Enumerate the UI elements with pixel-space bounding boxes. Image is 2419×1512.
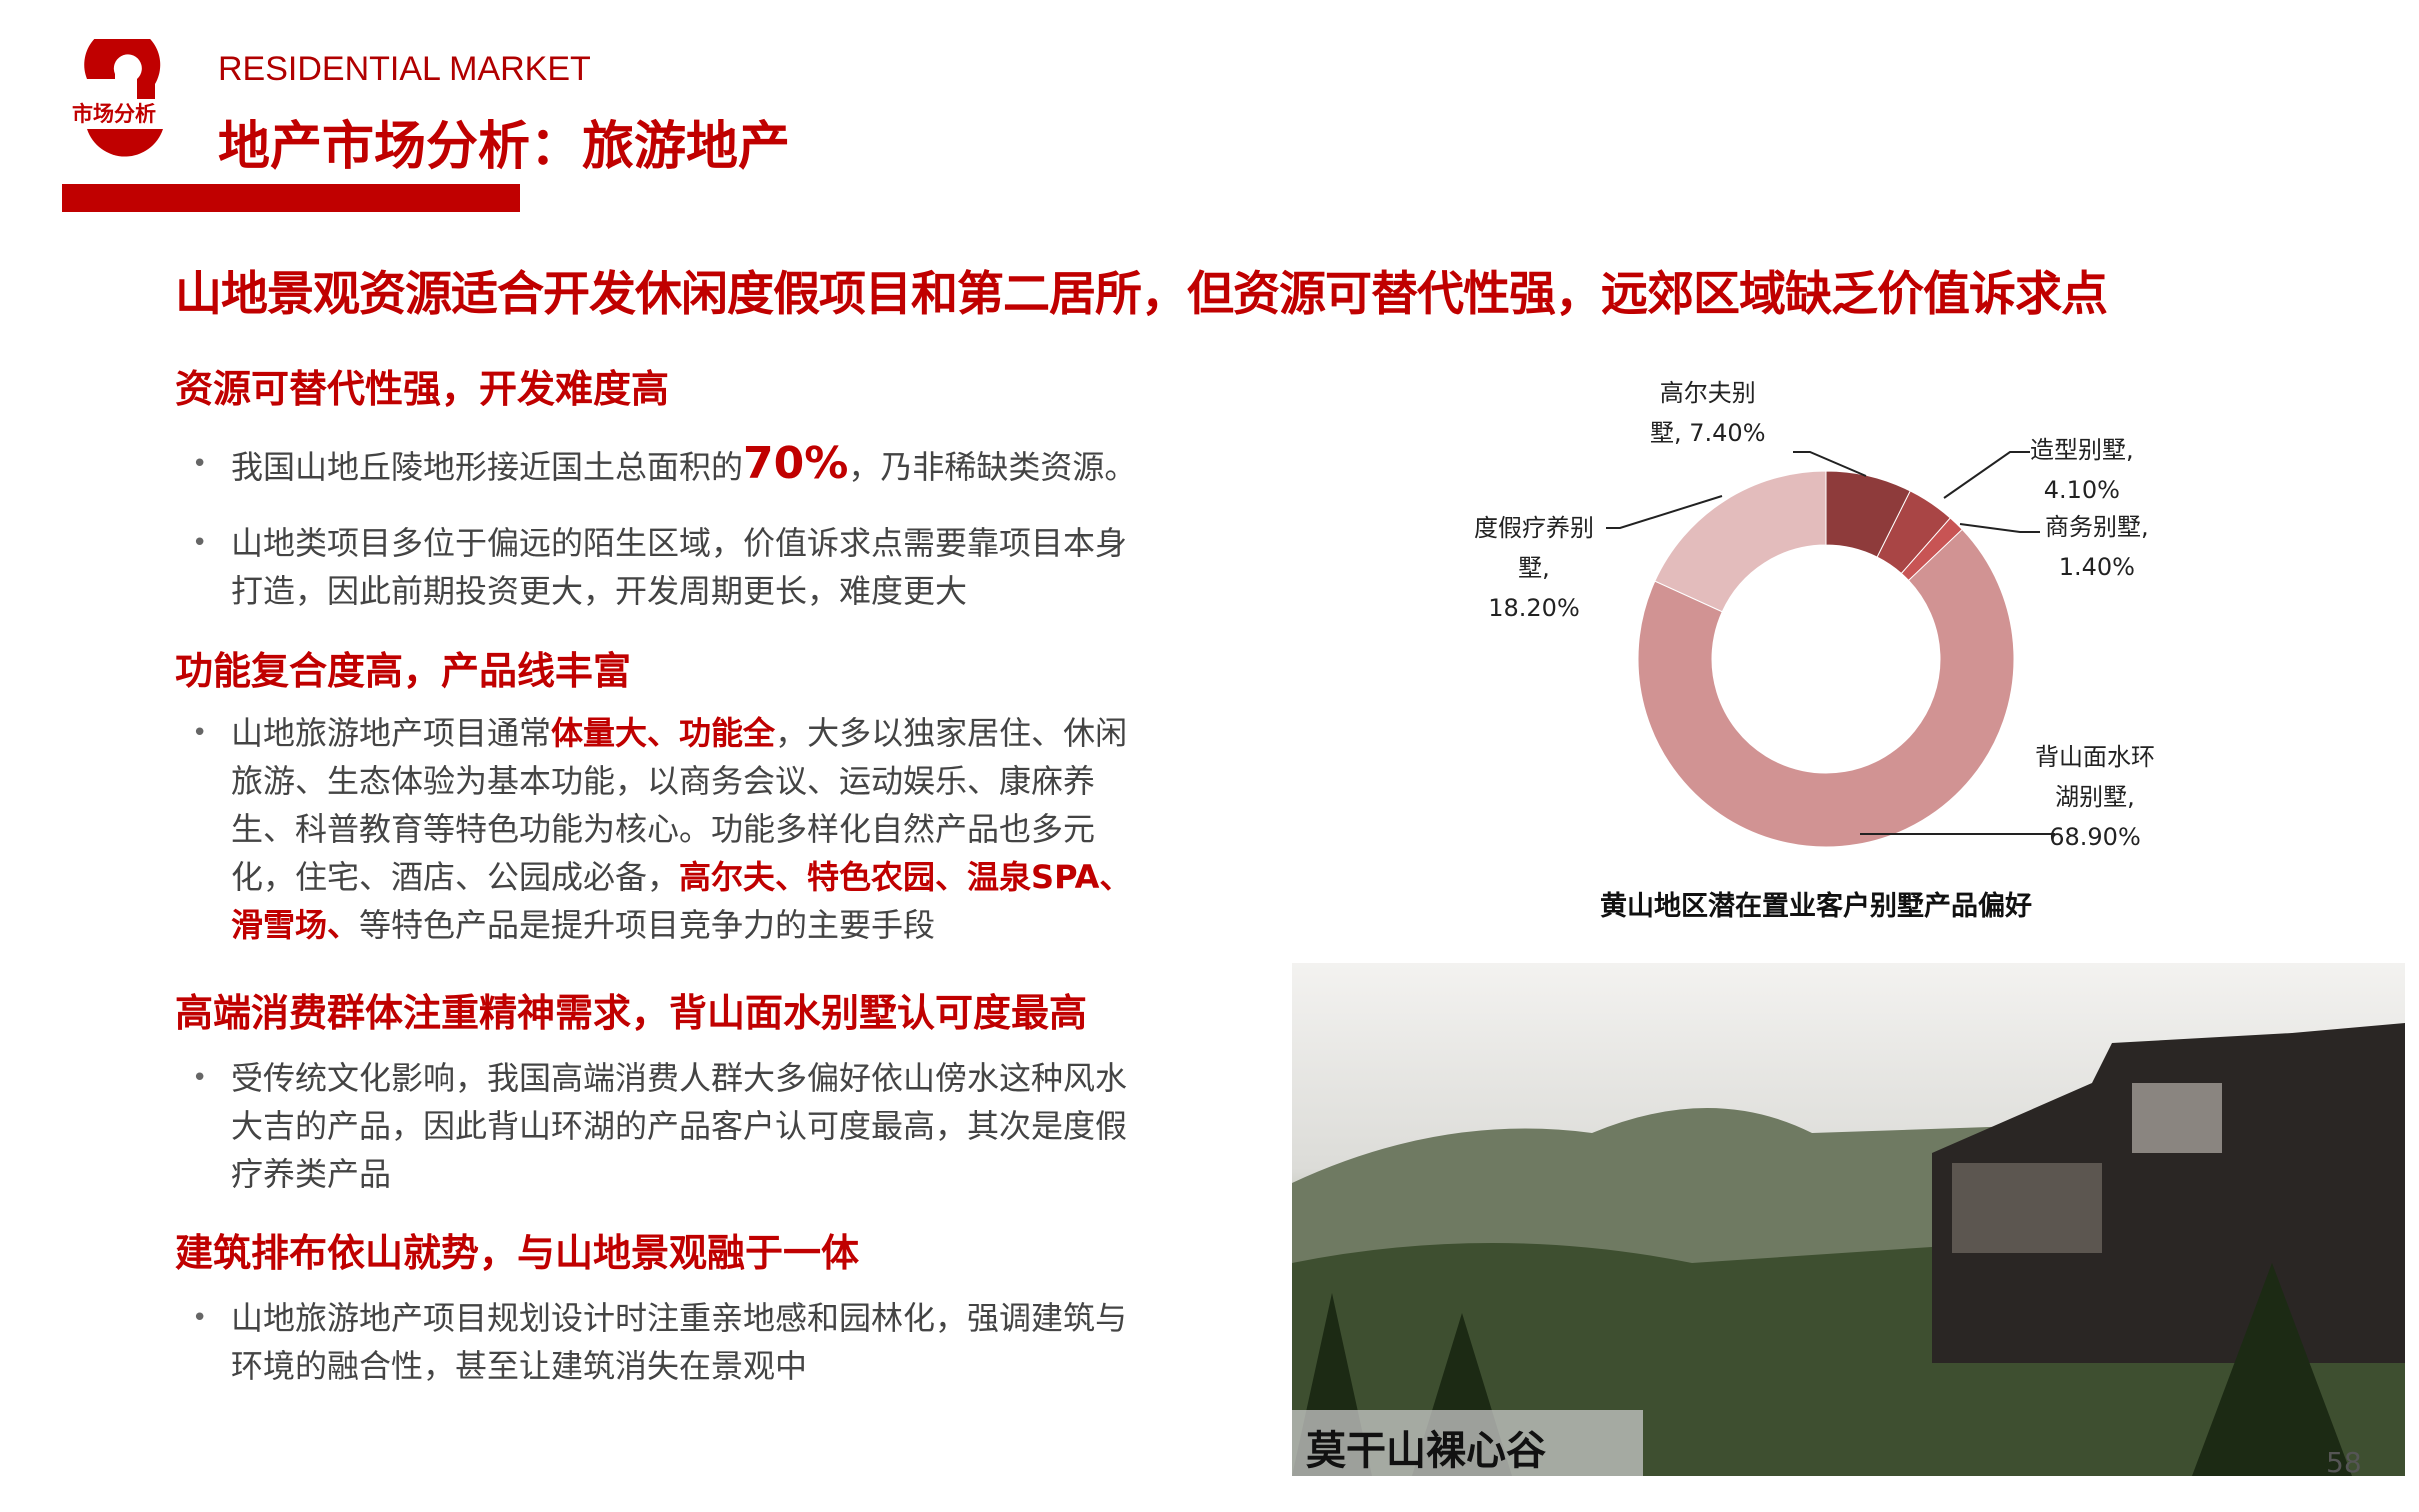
donut-slice-4 — [1637, 528, 2015, 848]
headline: 山地景观资源适合开发休闲度假项目和第二居所，但资源可替代性强，远郊区域缺乏价值诉… — [175, 267, 2108, 322]
logo-text: 市场分析 — [72, 102, 156, 126]
section-title: 功能复合度高，产品线丰富 — [175, 649, 632, 693]
section-logo — [84, 39, 163, 157]
section-title: 资源可替代性强，开发难度高 — [175, 367, 670, 411]
bullet: 受传统文化影响，我国高端消费人群大多偏好依山傍水这种风水大吉的产品，因此背山环湖… — [192, 1054, 1146, 1198]
bullet: 山地旅游地产项目通常体量大、功能全，大多以独家居住、休闲旅游、生态体验为基本功能… — [192, 709, 1146, 949]
bullet: 山地旅游地产项目规划设计时注重亲地感和园林化，强调建筑与环境的融合性，甚至让建筑… — [192, 1294, 1146, 1390]
title-underline-bar — [62, 184, 520, 212]
section-title: 高端消费群体注重精神需求，背山面水别墅认可度最高 — [175, 991, 1088, 1035]
highlight: 、 — [647, 714, 680, 752]
chart-title: 黄山地区潜在置业客户别墅产品偏好 — [1600, 891, 2032, 922]
bullet: 山地类项目多位于偏远的陌生区域，价值诉求点需要靠项目本身打造，因此前期投资更大，… — [192, 519, 1146, 615]
resort-photo — [1292, 963, 2405, 1476]
leader-line — [1606, 495, 1723, 529]
section-title: 建筑排布依山就势，与山地景观融于一体 — [175, 1231, 860, 1275]
landscape-illustration — [1292, 1023, 2405, 1476]
bullet-text: 等特色产品是提升项目竞争力的主要手段 — [359, 906, 936, 944]
page-subtitle: RESIDENTIAL MARKET — [218, 50, 591, 88]
bullet-text: ，乃非稀缺类资源。 — [848, 448, 1137, 486]
data-label: 商务别墅, 1.40% — [2045, 513, 2149, 581]
donut-chart — [1606, 451, 2055, 848]
data-label: 背山面水环 湖别墅, 68.90% — [2035, 743, 2155, 851]
leader-line — [1943, 451, 2030, 499]
page-number: 58 — [2326, 1446, 2362, 1479]
highlight: 功能全 — [679, 714, 776, 752]
data-label: 造型别墅, 4.10% — [2030, 436, 2134, 504]
bullet-text: 我国山地丘陵地形接近国土总面积的 — [231, 448, 744, 486]
data-label: 高尔夫别 墅, 7.40% — [1650, 379, 1766, 447]
highlight: 高尔夫、特色农园、温泉SPA、滑雪场、 — [231, 858, 1132, 944]
donut-slice-5 — [1654, 470, 1827, 613]
leader-line — [1959, 523, 2040, 533]
highlight: 体量大 — [551, 714, 648, 752]
data-label: 度假疗养别 墅, 18.20% — [1474, 514, 1594, 622]
photo-caption: 莫干山裸心谷 — [1292, 1410, 1643, 1476]
bullet-text: ，大多以独家居住、休闲旅游、生态体验为基本功能，以商务会议、运动娱乐、康庥养生、… — [231, 714, 1128, 896]
bullet: 我国山地丘陵地形接近国土总面积的70%，乃非稀缺类资源。 — [192, 438, 1146, 491]
bullet-text: 山地旅游地产项目通常 — [231, 714, 552, 752]
page-title: 地产市场分析：旅游地产 — [218, 117, 791, 177]
highlight-value: 70% — [743, 438, 849, 489]
leader-line — [1793, 451, 1867, 477]
